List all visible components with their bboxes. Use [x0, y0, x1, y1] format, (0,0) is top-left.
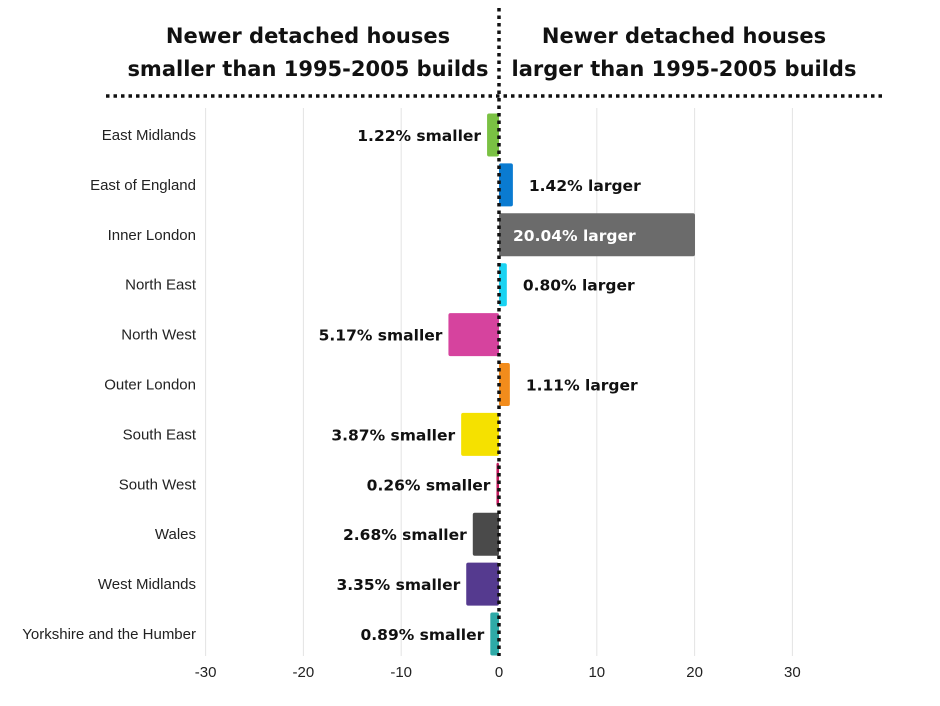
category-label: Outer London — [104, 377, 196, 394]
bar — [461, 412, 499, 456]
right-header-line2: larger than 1995-2005 builds — [512, 57, 857, 81]
bar — [472, 512, 499, 556]
bar — [499, 213, 695, 257]
right-header-line1: Newer detached houses — [542, 24, 826, 48]
category-label: Inner London — [108, 227, 196, 244]
left-header-line2: smaller than 1995-2005 builds — [127, 57, 488, 81]
category-labels: East Midlands East of England Inner London… — [22, 127, 197, 643]
bars — [448, 113, 695, 656]
category-label: East Midlands — [102, 127, 196, 144]
category-label: South East — [123, 426, 197, 443]
data-label: 1.22% smaller — [357, 127, 481, 145]
x-tick-label: -20 — [293, 664, 315, 681]
bar — [496, 462, 499, 506]
x-tick-label: 10 — [588, 664, 605, 681]
bar — [490, 612, 499, 656]
category-label: North West — [121, 327, 197, 344]
data-label: 3.87% smaller — [331, 426, 455, 444]
data-label: 5.17% smaller — [319, 327, 443, 345]
data-label: 2.68% smaller — [343, 526, 467, 544]
data-labels: 1.22% smaller 1.42% larger 20.04% larger 0.… — [319, 127, 641, 644]
left-header-line1: Newer detached houses — [166, 24, 450, 48]
bar — [499, 163, 513, 207]
data-label: 0.26% smaller — [367, 476, 491, 494]
bar — [466, 562, 499, 606]
bar — [487, 113, 499, 157]
bar — [499, 363, 510, 406]
x-tick-label: -10 — [390, 664, 412, 681]
bar — [448, 313, 499, 357]
x-tick-label: -30 — [195, 664, 217, 681]
category-label: South West — [119, 476, 197, 493]
category-label: North East — [125, 277, 197, 294]
data-label: 3.35% smaller — [336, 576, 460, 594]
category-label: East of England — [90, 177, 196, 194]
category-label: Wales — [155, 526, 196, 543]
chart-headers: Newer detached houses smaller than 1995-… — [106, 24, 885, 98]
x-tick-label: 20 — [686, 664, 703, 681]
bar — [499, 263, 507, 307]
category-label: West Midlands — [98, 576, 196, 593]
data-label: 1.42% larger — [529, 177, 641, 195]
data-label: 0.89% smaller — [360, 626, 484, 644]
x-axis-ticks: -30 -20 -10 0 10 20 30 — [195, 664, 801, 681]
x-tick-label: 30 — [784, 664, 801, 681]
data-label: 1.11% larger — [526, 377, 638, 395]
category-label: Yorkshire and the Humber — [22, 626, 196, 643]
data-label: 20.04% larger — [513, 227, 636, 245]
x-tick-label: 0 — [495, 664, 503, 681]
gridlines — [205, 108, 793, 656]
data-label: 0.80% larger — [523, 277, 635, 295]
